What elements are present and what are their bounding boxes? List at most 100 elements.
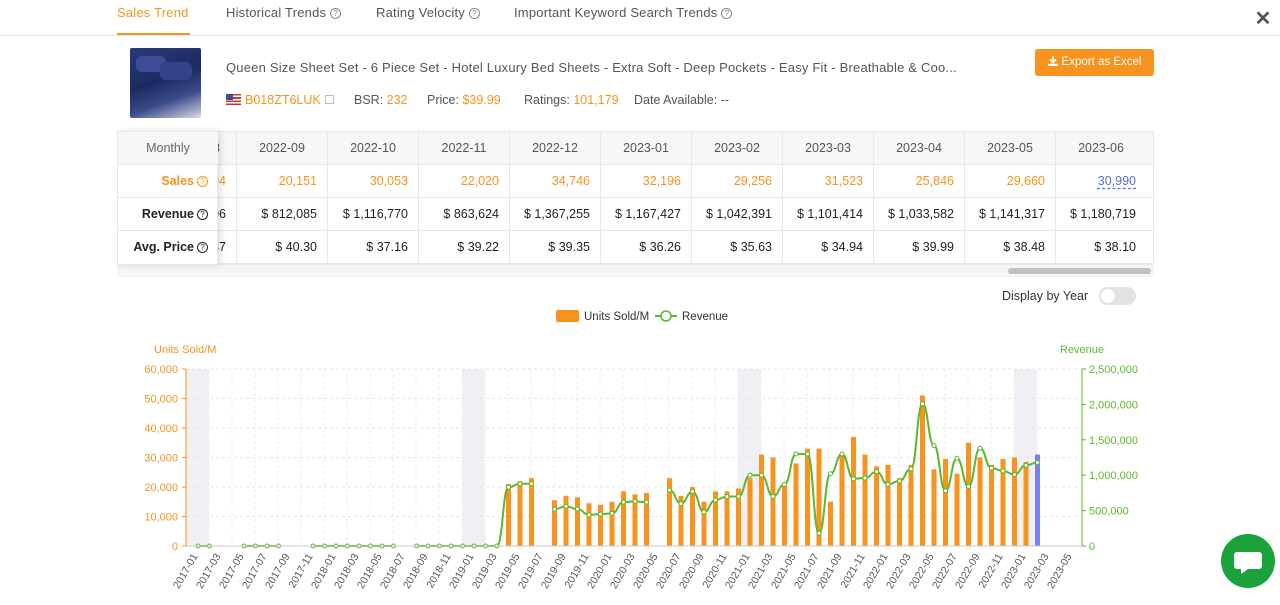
tab-label: Historical Trends [226, 5, 327, 20]
bsr-info: BSR: 232 [354, 93, 408, 107]
revenue-point [1035, 459, 1040, 465]
units-bar [1023, 461, 1029, 546]
close-icon[interactable]: ✕ [1254, 8, 1272, 30]
table-cell: $ 1,367,255 [509, 198, 600, 231]
revenue-point [989, 465, 994, 471]
left-tick-label: 10,000 [144, 512, 178, 524]
table-cell: $ 39.99 [873, 231, 964, 264]
legend-units-swatch [556, 310, 579, 322]
units-bar [920, 395, 925, 546]
row-label-text: Avg. Price [133, 240, 194, 254]
tab-rating-velocity[interactable]: Rating Velocity? [376, 5, 480, 20]
revenue-point [517, 481, 523, 487]
units-bar [782, 485, 787, 546]
units-bar [586, 503, 592, 546]
table-cell: $ 1,116,770 [327, 198, 418, 231]
left-tick-label: 40,000 [144, 423, 178, 435]
tab-keyword-search-trends[interactable]: Important Keyword Search Trends? [514, 5, 733, 20]
product-image [130, 48, 201, 118]
table-cell: $ 1,141,317 [964, 198, 1055, 231]
chat-button[interactable] [1221, 534, 1275, 588]
export-excel-button[interactable]: Export as Excel [1035, 49, 1154, 76]
revenue-point [736, 493, 741, 499]
table-cell[interactable]: 30,990 [1055, 165, 1146, 198]
tab-label: Rating Velocity [376, 5, 465, 20]
table-header-cell: 2022-12 [509, 132, 600, 165]
tab-sales-trend[interactable]: Sales Trend [117, 5, 189, 20]
table-scrollbar[interactable] [117, 265, 1154, 277]
table-cell: 34,746 [509, 165, 600, 198]
ratings-label: Ratings: [524, 93, 570, 107]
revenue-point [885, 481, 891, 487]
units-bar [989, 464, 994, 546]
left-tick-label: 30,000 [144, 453, 178, 465]
units-bar [862, 454, 868, 546]
units-bar [575, 497, 580, 546]
revenue-point [828, 471, 833, 477]
revenue-point [609, 510, 615, 516]
units-bar [851, 436, 856, 546]
table-cell: $ 39.22 [418, 231, 509, 264]
display-by-year-label: Display by Year [1002, 289, 1089, 303]
active-tab-indicator [117, 33, 190, 35]
revenue-point [1012, 471, 1017, 477]
units-bar [609, 501, 615, 546]
table-cell: $ 35.63 [691, 231, 782, 264]
units-bar [839, 454, 845, 546]
asin-value: B018ZT6LUK [245, 93, 321, 107]
help-icon[interactable]: ? [197, 176, 208, 187]
row-label-monthly: Monthly [118, 132, 218, 165]
revenue-point [575, 506, 580, 512]
left-tick-label: 20,000 [144, 482, 178, 494]
help-icon[interactable]: ? [721, 8, 733, 19]
table-cell: $ 37.16 [327, 231, 418, 264]
help-icon[interactable]: ? [330, 8, 342, 19]
revenue-point [862, 475, 868, 481]
table-header-cell: 2023-02 [691, 132, 782, 165]
table-cell: $ 1,167,427 [600, 198, 691, 231]
table-cell: 22,020 [418, 165, 509, 198]
table-header-cell: 2022-11 [418, 132, 509, 165]
help-icon[interactable]: ? [469, 8, 480, 19]
external-link-icon[interactable] [324, 95, 334, 104]
revenue-point [782, 481, 787, 487]
help-icon[interactable]: ? [197, 209, 208, 220]
revenue-point [701, 509, 707, 515]
table-cell: $ 36.26 [600, 231, 691, 264]
units-bar [943, 458, 948, 546]
units-bar [632, 494, 638, 546]
year-band [186, 369, 209, 546]
revenue-point [1023, 462, 1029, 468]
table-header-cell: 2023-06 [1055, 132, 1146, 165]
revenue-point [943, 488, 948, 494]
table-header-cell: 2023-05 [964, 132, 1055, 165]
revenue-point [805, 451, 810, 457]
revenue-point [563, 503, 569, 509]
units-bar [874, 466, 879, 546]
table-cell: 32,196 [600, 165, 691, 198]
units-bar [690, 487, 695, 546]
revenue-point [874, 469, 879, 475]
units-bar [816, 448, 822, 546]
revenue-point [816, 530, 822, 536]
display-by-year-toggle[interactable] [1099, 287, 1136, 305]
units-bar [563, 495, 569, 546]
product-title: Queen Size Sheet Set - 6 Piece Set - Hot… [226, 60, 957, 75]
units-bar [897, 478, 902, 546]
left-tick-label: 50,000 [144, 394, 178, 406]
tab-label: Important Keyword Search Trends [514, 5, 718, 20]
units-bar [529, 478, 534, 546]
table-header-cell: 2023-03 [782, 132, 873, 165]
price-label: Price: [427, 93, 459, 107]
table-cell: $ 1,101,414 [782, 198, 873, 231]
table-cell: 29,256 [691, 165, 782, 198]
table-cell: $ 812,085 [236, 198, 327, 231]
help-icon[interactable]: ? [197, 242, 208, 253]
tab-historical-trends[interactable]: Historical Trends? [226, 5, 342, 20]
bsr-value: 232 [386, 93, 408, 107]
revenue-point [759, 472, 764, 478]
asin-link[interactable]: B018ZT6LUK [226, 93, 334, 107]
revenue-point [506, 484, 511, 490]
table-scrollbar-thumb[interactable] [1008, 268, 1151, 274]
table-header-cell: 2023-04 [873, 132, 964, 165]
